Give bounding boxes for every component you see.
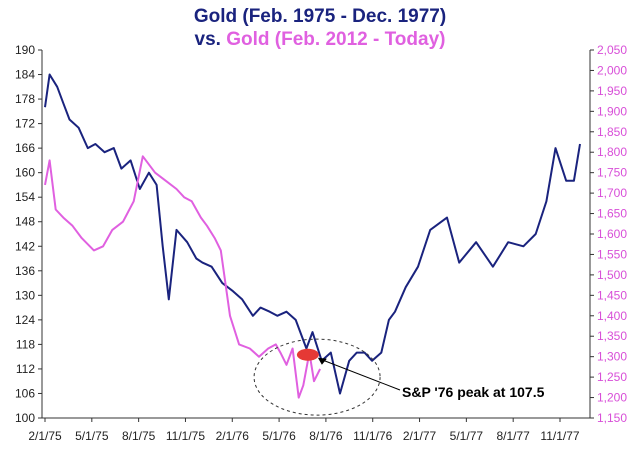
highlight-ellipse [253,338,381,416]
right-tick-label: 1,850 [597,125,627,139]
title-vs-prefix: vs. [194,29,227,50]
x-tick-label: 11/1/76 [353,429,392,443]
right-tick-label: 1,150 [597,411,627,425]
annotation-arrow-head [317,357,327,365]
right-tick-label: 2,000 [597,63,627,77]
right-tick-label: 2,050 [597,43,627,57]
left-tick-label: 184 [15,68,35,82]
x-tick-label: 2/1/77 [403,429,437,443]
left-tick-label: 106 [15,386,35,400]
annotation-arrow-line [321,359,401,391]
chart-title-line2: vs. Gold (Feb. 2012 - Today) [0,29,640,51]
right-tick-label: 1,900 [597,104,627,118]
left-tick-label: 172 [15,117,35,131]
right-tick-label: 1,350 [597,329,627,343]
left-tick-label: 136 [15,264,35,278]
right-tick-label: 1,200 [597,391,627,405]
x-tick-label: 2/1/76 [216,429,250,443]
right-tick-label: 1,250 [597,370,627,384]
right-tick-label: 1,550 [597,247,627,261]
series-line-2012 [44,155,321,399]
left-tick-label: 160 [15,166,35,180]
annotation-label: S&P '76 peak at 107.5 [402,384,545,400]
x-tick-label: 8/1/76 [309,429,343,443]
x-tick-label: 8/1/75 [122,429,156,443]
x-tick-label: 8/1/77 [496,429,530,443]
left-tick-label: 166 [15,141,35,155]
x-tick-label: 2/1/75 [28,429,62,443]
left-tick-label: 118 [16,337,35,351]
right-tick-label: 1,450 [597,288,627,302]
x-tick-label: 5/1/75 [75,429,109,443]
right-tick-label: 1,950 [597,84,627,98]
right-tick-label: 1,750 [597,166,627,180]
right-tick-label: 1,500 [597,268,627,282]
title-series-2012: Gold (Feb. 2012 - Today) [226,29,446,50]
left-tick-label: 100 [15,411,35,425]
left-tick-label: 148 [15,215,35,229]
left-tick-label: 190 [15,43,35,57]
x-tick-label: 11/1/75 [166,429,205,443]
sp-peak-marker [296,348,319,361]
x-tick-label: 11/1/77 [540,429,579,443]
left-tick-label: 130 [15,288,35,302]
right-tick-label: 1,600 [597,227,627,241]
left-tick-label: 112 [16,362,35,376]
right-tick-label: 1,800 [597,145,627,159]
chart-title-line1: Gold (Feb. 1975 - Dec. 1977) [193,6,447,27]
right-tick-label: 1,300 [597,350,627,364]
right-tick-label: 1,700 [597,186,627,200]
right-tick-label: 1,650 [597,207,627,221]
x-tick-label: 5/1/77 [450,429,484,443]
left-tick-label: 178 [15,92,35,106]
left-tick-label: 154 [15,190,35,204]
series-line-1975 [44,73,581,395]
x-tick-label: 5/1/76 [262,429,296,443]
right-tick-label: 1,400 [597,309,627,323]
left-tick-label: 142 [15,239,35,253]
left-tick-label: 124 [15,313,35,327]
